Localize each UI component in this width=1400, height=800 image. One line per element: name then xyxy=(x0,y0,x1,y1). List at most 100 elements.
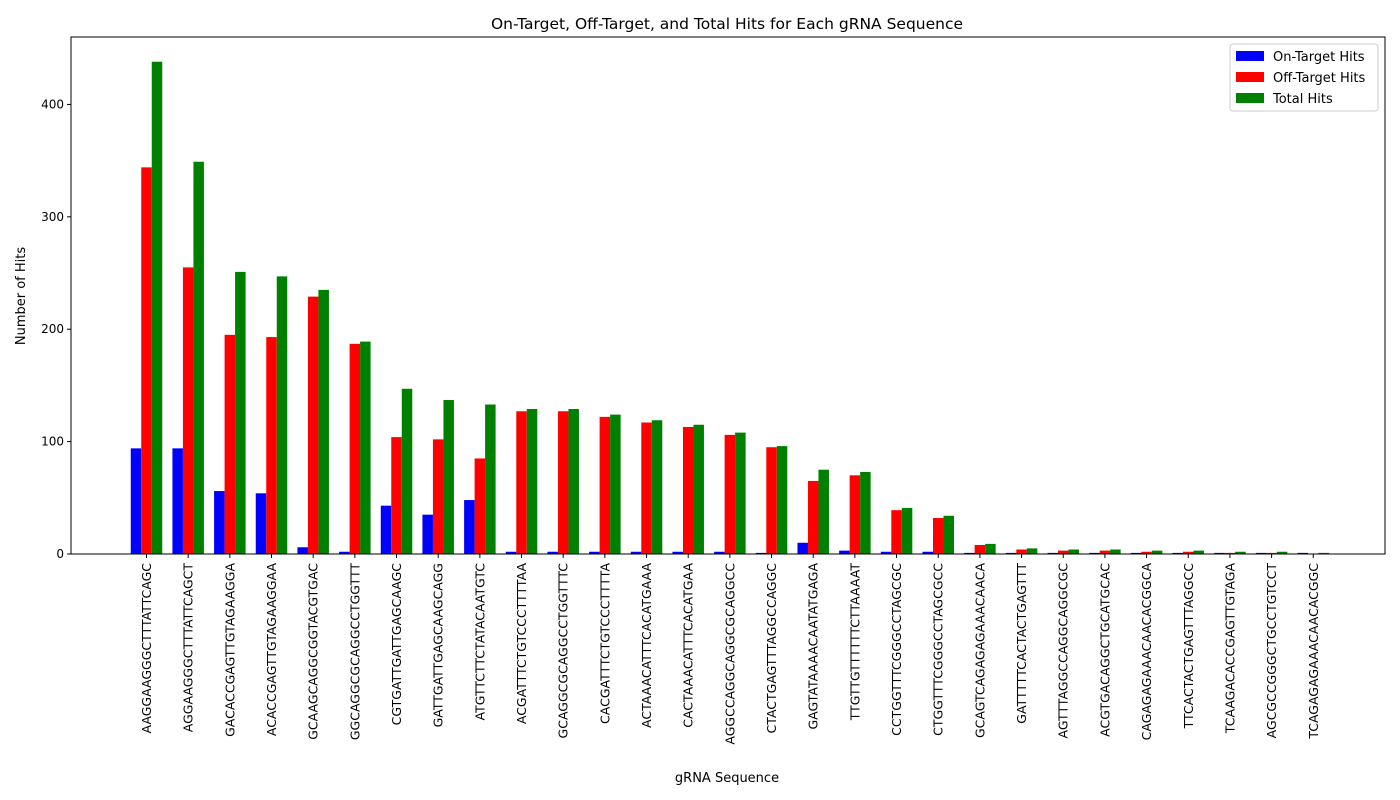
bar-off-target-hits-8 xyxy=(474,458,486,554)
legend-label-off-target-hits: Off-Target Hits xyxy=(1273,71,1366,86)
bar-on-target-hits-6 xyxy=(380,505,392,554)
y-tick-label-0: 0 xyxy=(56,547,64,561)
bar-on-target-hits-13 xyxy=(672,551,683,554)
bar-off-target-hits-0 xyxy=(141,167,152,554)
x-tick-label-28: TCAGAGAGAAACAACACGGC xyxy=(1306,563,1321,740)
x-tick-label-25: TTCACTACTGAGTTTAGGCC xyxy=(1181,563,1196,730)
bar-off-target-hits-13 xyxy=(682,427,694,554)
bar-off-target-hits-14 xyxy=(724,434,736,554)
x-tick-label-6: CGTGATTGATTGAGCAAGC xyxy=(389,563,404,726)
bar-off-target-hits-25 xyxy=(1183,551,1194,554)
bar-total-hits-6 xyxy=(401,388,413,554)
x-tick-label-1: AGGAAGGGCTTTATTCAGCT xyxy=(181,563,196,733)
chart-title: On-Target, Off-Target, and Total Hits fo… xyxy=(491,15,963,33)
bar-total-hits-27 xyxy=(1276,551,1288,554)
x-tick-label-10: GCAGGCGCAGGCCTGGTTTC xyxy=(556,563,571,739)
bar-total-hits-10 xyxy=(568,409,579,554)
bar-on-target-hits-23 xyxy=(1089,552,1100,554)
legend-swatch-off-target-hits xyxy=(1236,72,1264,82)
bar-total-hits-17 xyxy=(860,471,871,554)
x-tick-label-9: ACGATTTCTGTCCCTTTTAA xyxy=(514,563,529,725)
bar-off-target-hits-4 xyxy=(307,296,319,554)
bar-off-target-hits-18 xyxy=(891,510,902,554)
x-tick-label-14: AGGCCAGGCAGGCGCAGGCC xyxy=(722,563,737,745)
bar-total-hits-1 xyxy=(193,161,204,554)
bar-total-hits-23 xyxy=(1110,549,1121,554)
legend-swatch-on-target-hits xyxy=(1236,51,1264,61)
bar-off-target-hits-7 xyxy=(432,439,444,554)
x-tick-label-4: GCAAGCAGGCGGTACGTGAC xyxy=(306,563,321,740)
bar-off-target-hits-9 xyxy=(516,411,527,554)
bar-off-target-hits-21 xyxy=(1016,549,1027,554)
x-tick-label-3: ACACCGAGTTGTAGAAGGAA xyxy=(264,563,279,737)
bar-on-target-hits-7 xyxy=(422,514,433,554)
bar-total-hits-12 xyxy=(651,420,663,554)
bar-total-hits-22 xyxy=(1068,549,1079,554)
bar-on-target-hits-8 xyxy=(464,500,475,554)
bar-on-target-hits-20 xyxy=(964,552,975,554)
x-tick-label-24: CAGAGAGAAACAACACGGCA xyxy=(1139,563,1154,741)
bar-off-target-hits-26 xyxy=(1224,552,1236,554)
x-tick-label-13: CACTAAACATTTCACATGAA xyxy=(681,563,696,728)
bar-total-hits-24 xyxy=(1151,550,1163,554)
bar-off-target-hits-15 xyxy=(766,447,777,554)
bar-on-target-hits-11 xyxy=(589,551,600,554)
bars-group xyxy=(130,61,1330,554)
x-tick-label-12: ACTAAACATTTCACATGAAA xyxy=(639,563,654,728)
bar-total-hits-7 xyxy=(443,400,454,554)
x-tick-label-22: AGTTTAGGCCAGGCAGGCGC xyxy=(1056,563,1071,739)
x-tick-label-20: GCAGTCAGAGAGAAACAACA xyxy=(972,563,987,738)
bar-total-hits-28 xyxy=(1318,552,1330,554)
bar-off-target-hits-24 xyxy=(1141,551,1152,554)
bar-on-target-hits-15 xyxy=(755,552,767,554)
plot-frame xyxy=(70,36,1386,555)
bar-total-hits-14 xyxy=(735,432,746,554)
bar-on-target-hits-5 xyxy=(339,551,350,554)
bar-on-target-hits-12 xyxy=(630,551,642,554)
x-tick-label-15: CTACTGAGTTTAGGCCAGGC xyxy=(764,563,779,734)
bar-total-hits-5 xyxy=(360,341,371,554)
bar-on-target-hits-17 xyxy=(839,550,850,554)
y-axis-label: Number of Hits xyxy=(14,247,29,346)
legend-label-on-target-hits: On-Target Hits xyxy=(1273,50,1365,65)
bar-on-target-hits-14 xyxy=(714,551,725,554)
bar-off-target-hits-23 xyxy=(1099,550,1111,554)
bar-on-target-hits-4 xyxy=(297,547,308,554)
bar-total-hits-20 xyxy=(985,543,996,554)
bar-on-target-hits-0 xyxy=(130,448,142,554)
y-tick-label-2: 200 xyxy=(41,322,64,336)
bar-off-target-hits-11 xyxy=(599,416,611,554)
bar-on-target-hits-27 xyxy=(1255,552,1267,554)
bar-off-target-hits-10 xyxy=(557,411,569,554)
x-axis-label: gRNA Sequence xyxy=(675,771,779,786)
bar-total-hits-4 xyxy=(318,289,329,554)
bar-on-target-hits-22 xyxy=(1047,552,1058,554)
bar-off-target-hits-22 xyxy=(1057,550,1069,554)
x-tick-label-27: AGCGCCGGGCTGCCTGTCCT xyxy=(1264,563,1279,739)
bar-total-hits-18 xyxy=(901,507,913,554)
bar-total-hits-19 xyxy=(943,515,954,554)
bar-total-hits-8 xyxy=(485,404,496,554)
bar-total-hits-26 xyxy=(1235,551,1246,554)
legend-label-total-hits: Total Hits xyxy=(1272,92,1333,107)
y-tick-label-3: 300 xyxy=(41,210,64,224)
y-tick-label-4: 400 xyxy=(41,97,64,111)
bar-on-target-hits-18 xyxy=(880,551,892,554)
x-tick-label-2: GACACCGAGTTGTAGAAGGA xyxy=(222,563,237,737)
x-tick-label-23: ACGTGACAGGCTGCATGCAC xyxy=(1097,563,1112,737)
bar-total-hits-9 xyxy=(526,409,538,554)
bar-off-target-hits-6 xyxy=(391,437,402,554)
x-tick-label-7: GATTGATTGAGCAAGCAGG xyxy=(431,563,446,727)
x-tick-label-8: ATGTTCTTCTATACAATGTC xyxy=(472,563,487,721)
bar-total-hits-0 xyxy=(151,61,163,554)
x-tick-label-18: CCTGGTTTCGGGCCTAGCGC xyxy=(889,563,904,736)
bar-off-target-hits-5 xyxy=(349,343,361,554)
bar-on-target-hits-16 xyxy=(797,542,808,554)
bar-on-target-hits-25 xyxy=(1172,552,1183,554)
bar-off-target-hits-17 xyxy=(849,475,861,554)
bar-off-target-hits-16 xyxy=(807,480,819,554)
legend: On-Target Hits Off-Target Hits Total Hits xyxy=(1229,43,1379,112)
bar-off-target-hits-20 xyxy=(974,545,986,554)
bar-on-target-hits-3 xyxy=(255,493,267,554)
